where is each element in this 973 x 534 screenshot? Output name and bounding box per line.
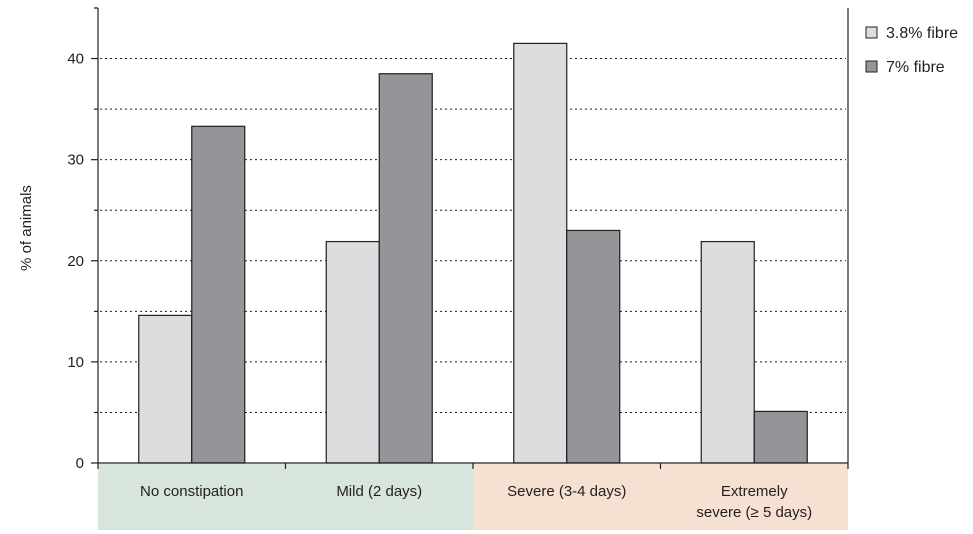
legend-label: 3.8% fibre (886, 25, 958, 42)
bar-fibre-7 (566, 229, 621, 464)
y-tick-label: 40 (67, 51, 84, 68)
category-band (473, 464, 661, 530)
category-label: Extremely (721, 483, 788, 500)
y-tick-label: 10 (67, 354, 84, 371)
bar-fibre-3-8 (513, 42, 568, 464)
bar-fibre-7 (378, 73, 433, 464)
category-label: No constipation (140, 483, 243, 500)
legend: 3.8% fibre 7% fibre (865, 25, 958, 76)
legend-swatch (865, 60, 878, 73)
category-bands (98, 464, 848, 530)
bars (138, 42, 808, 464)
bar-fibre-7 (753, 410, 808, 464)
bar-fibre-7 (191, 125, 246, 464)
category-label: Mild (2 days) (336, 483, 422, 500)
y-tick-label: 30 (67, 152, 84, 169)
category-band (98, 464, 286, 530)
category-labels: No constipation Mild (2 days) Severe (3-4 … (140, 483, 812, 521)
y-tick-labels: 0 10 20 30 40 (67, 51, 84, 472)
category-band (660, 464, 848, 530)
category-band (285, 464, 473, 530)
legend-label: 7% fibre (886, 59, 945, 76)
y-axis-title: % of animals (18, 185, 35, 271)
bar-fibre-3-8 (325, 240, 380, 464)
y-tick-label: 20 (67, 253, 84, 270)
category-label: Severe (3-4 days) (507, 483, 626, 500)
category-label: severe (≥ 5 days) (696, 504, 812, 521)
bar-fibre-3-8 (700, 240, 755, 464)
bar-fibre-3-8 (138, 314, 193, 464)
axes (91, 7, 849, 469)
legend-swatch (865, 26, 878, 39)
y-tick-label: 0 (76, 455, 84, 472)
